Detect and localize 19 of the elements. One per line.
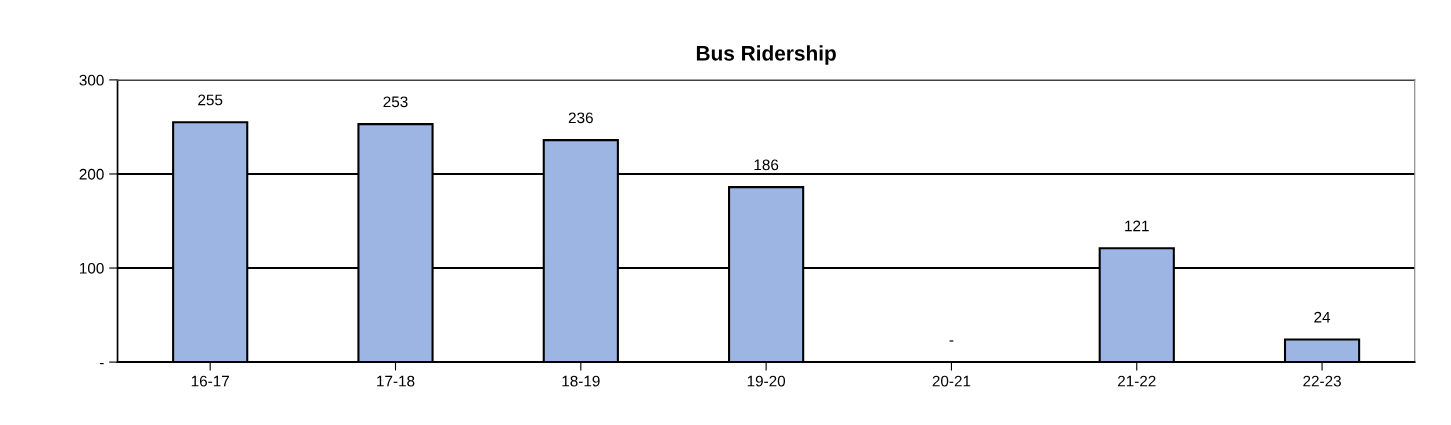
data-label: 186 (754, 159, 779, 171)
x-tick-label: 17-18 (377, 375, 415, 387)
x-tick-label: 21-22 (1117, 375, 1156, 387)
y-tick-label: 300 (79, 74, 104, 86)
y-tick-label: - (99, 362, 104, 365)
y-tick-label: 200 (79, 168, 104, 180)
data-label: 255 (198, 94, 223, 106)
data-label: 253 (383, 96, 408, 108)
data-label: - (949, 340, 954, 342)
chart-title: Bus Ridership (696, 45, 836, 65)
data-label: 236 (568, 112, 593, 124)
x-tick-label: 20-21 (932, 375, 971, 387)
x-tick-label: 18-19 (562, 375, 600, 387)
x-tick-label: 16-17 (191, 375, 229, 387)
y-tick-label: 100 (80, 262, 104, 274)
data-label: 121 (1125, 220, 1149, 232)
x-tick-label: 22-23 (1303, 375, 1341, 387)
x-tick-label: 19-20 (747, 375, 786, 387)
data-label: 24 (1314, 311, 1331, 323)
